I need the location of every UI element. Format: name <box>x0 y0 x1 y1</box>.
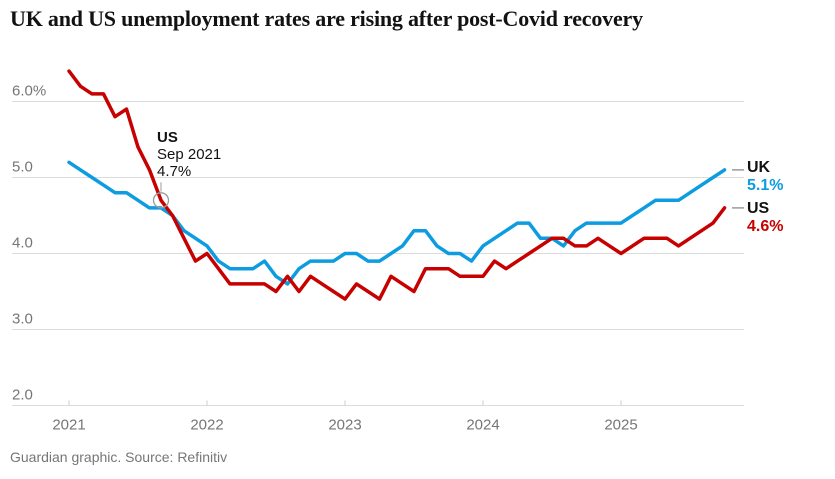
y-axis-label: 4.0 <box>12 235 33 252</box>
source-credit: Guardian graphic. Source: Refinitiv <box>10 449 228 465</box>
y-axis-label: 6.0% <box>12 83 46 100</box>
uk-end-label: UK 5.1% <box>747 159 783 194</box>
chart-title: UK and US unemployment rates are rising … <box>10 6 643 31</box>
us-series-name: US <box>747 200 770 217</box>
annotation-series-label: US <box>157 129 178 146</box>
us-end-value: 4.6% <box>747 217 784 235</box>
x-axis-year-label: 2024 <box>466 417 499 434</box>
y-axis-label: 3.0 <box>12 311 33 328</box>
us-line <box>67 69 727 301</box>
uk-end-value: 5.1% <box>747 176 784 194</box>
annotation-date-label: Sep 2021 <box>157 146 222 163</box>
uk-series-name: UK <box>747 159 771 176</box>
annotation-sep-2021: US Sep 2021 4.7% <box>157 129 221 180</box>
y-axis-label: 2.0 <box>12 387 33 404</box>
annotation-value-label: 4.7% <box>157 163 192 180</box>
annotation-circle <box>152 192 170 209</box>
x-axis-year-label: 2022 <box>190 417 223 434</box>
us-end-label: US 4.6% <box>747 200 783 235</box>
x-axis-year-label: 2023 <box>328 417 361 434</box>
uk-line <box>67 160 727 286</box>
x-axis-year-label: 2021 <box>52 417 85 434</box>
y-axis-label: 5.0 <box>12 159 33 176</box>
x-axis-year-label: 2025 <box>604 417 637 434</box>
